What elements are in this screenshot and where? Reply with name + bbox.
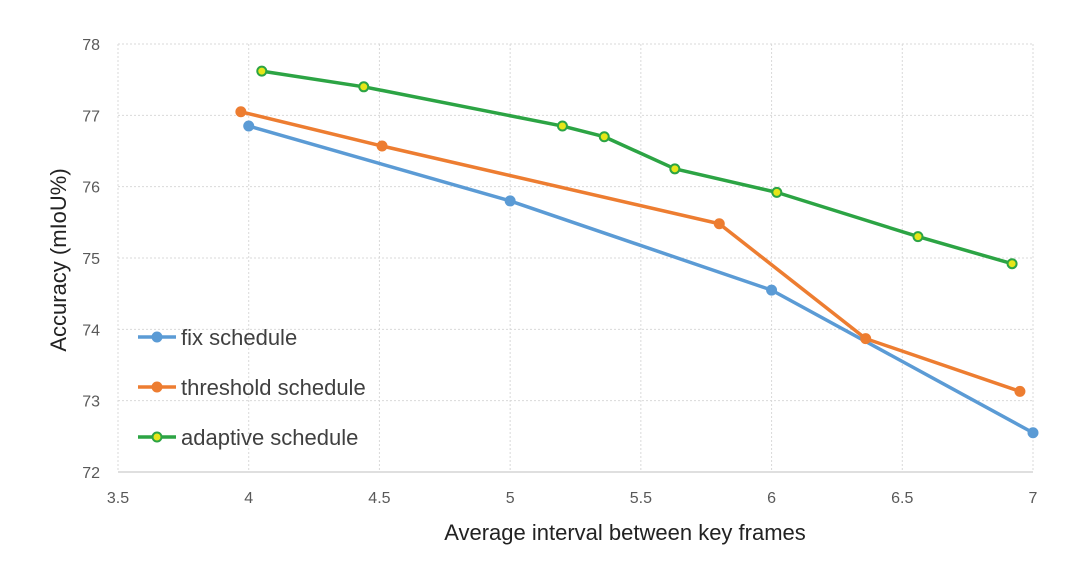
y-tick-label: 74 — [82, 322, 100, 339]
y-tick-label: 72 — [82, 465, 100, 482]
series-fix-schedule — [243, 120, 1039, 439]
legend-swatch-marker — [151, 331, 163, 343]
data-point-threshold-schedule — [860, 333, 872, 345]
data-point-fix-schedule — [243, 120, 255, 132]
x-tick-label: 4 — [244, 490, 253, 507]
data-point-adaptive-schedule — [912, 231, 924, 243]
series-threshold-schedule — [235, 106, 1026, 397]
y-tick-label: 75 — [82, 251, 100, 268]
y-axis-title: Accuracy (mIoU%) — [46, 168, 71, 351]
data-point-fix-schedule — [504, 195, 516, 207]
x-tick-label: 5 — [506, 490, 515, 507]
x-axis-title: Average interval between key frames — [444, 520, 806, 545]
grid — [117, 43, 1034, 472]
y-tick-label: 76 — [82, 180, 100, 197]
x-tick-label: 4.5 — [368, 490, 390, 507]
legend-swatch-marker — [151, 381, 163, 393]
x-tick-label: 7 — [1029, 490, 1038, 507]
legend-entry-fix-schedule: fix schedule — [138, 325, 297, 350]
legend-label: fix schedule — [181, 325, 297, 350]
legend-swatch-marker — [151, 431, 163, 443]
y-tick-label: 78 — [82, 37, 100, 54]
data-point-threshold-schedule — [235, 106, 247, 118]
legend-label: threshold schedule — [181, 375, 366, 400]
series-line-threshold-schedule — [239, 110, 1022, 394]
x-tick-label: 6 — [767, 490, 776, 507]
legend: fix schedule threshold schedule adaptive s… — [138, 325, 366, 450]
y-tick-label: 77 — [82, 108, 100, 125]
series-line-adaptive-schedule — [260, 69, 1014, 266]
series-adaptive-schedule — [256, 65, 1018, 270]
x-tick-label: 6.5 — [891, 490, 913, 507]
data-point-adaptive-schedule — [256, 65, 268, 77]
data-point-adaptive-schedule — [358, 81, 370, 93]
y-tick-label: 73 — [82, 394, 100, 411]
data-point-adaptive-schedule — [1006, 258, 1018, 270]
data-point-threshold-schedule — [376, 140, 388, 152]
data-point-threshold-schedule — [713, 218, 725, 230]
data-point-fix-schedule — [766, 284, 778, 296]
x-tick-label: 3.5 — [107, 490, 129, 507]
y-axis-ticks: 72 73 74 75 76 77 78 — [82, 37, 100, 482]
data-point-adaptive-schedule — [598, 131, 610, 143]
data-point-adaptive-schedule — [771, 186, 783, 198]
series — [235, 65, 1039, 439]
legend-entry-threshold-schedule: threshold schedule — [138, 375, 366, 400]
data-point-threshold-schedule — [1014, 385, 1026, 397]
data-point-adaptive-schedule — [556, 120, 568, 132]
x-tick-label: 5.5 — [630, 490, 652, 507]
legend-label: adaptive schedule — [181, 425, 358, 450]
x-axis-ticks: 3.5 4 4.5 5 5.5 6 6.5 7 — [107, 490, 1038, 507]
series-line-fix-schedule — [246, 124, 1035, 435]
legend-entry-adaptive-schedule: adaptive schedule — [138, 425, 358, 450]
data-point-fix-schedule — [1027, 427, 1039, 439]
data-point-adaptive-schedule — [669, 163, 681, 175]
